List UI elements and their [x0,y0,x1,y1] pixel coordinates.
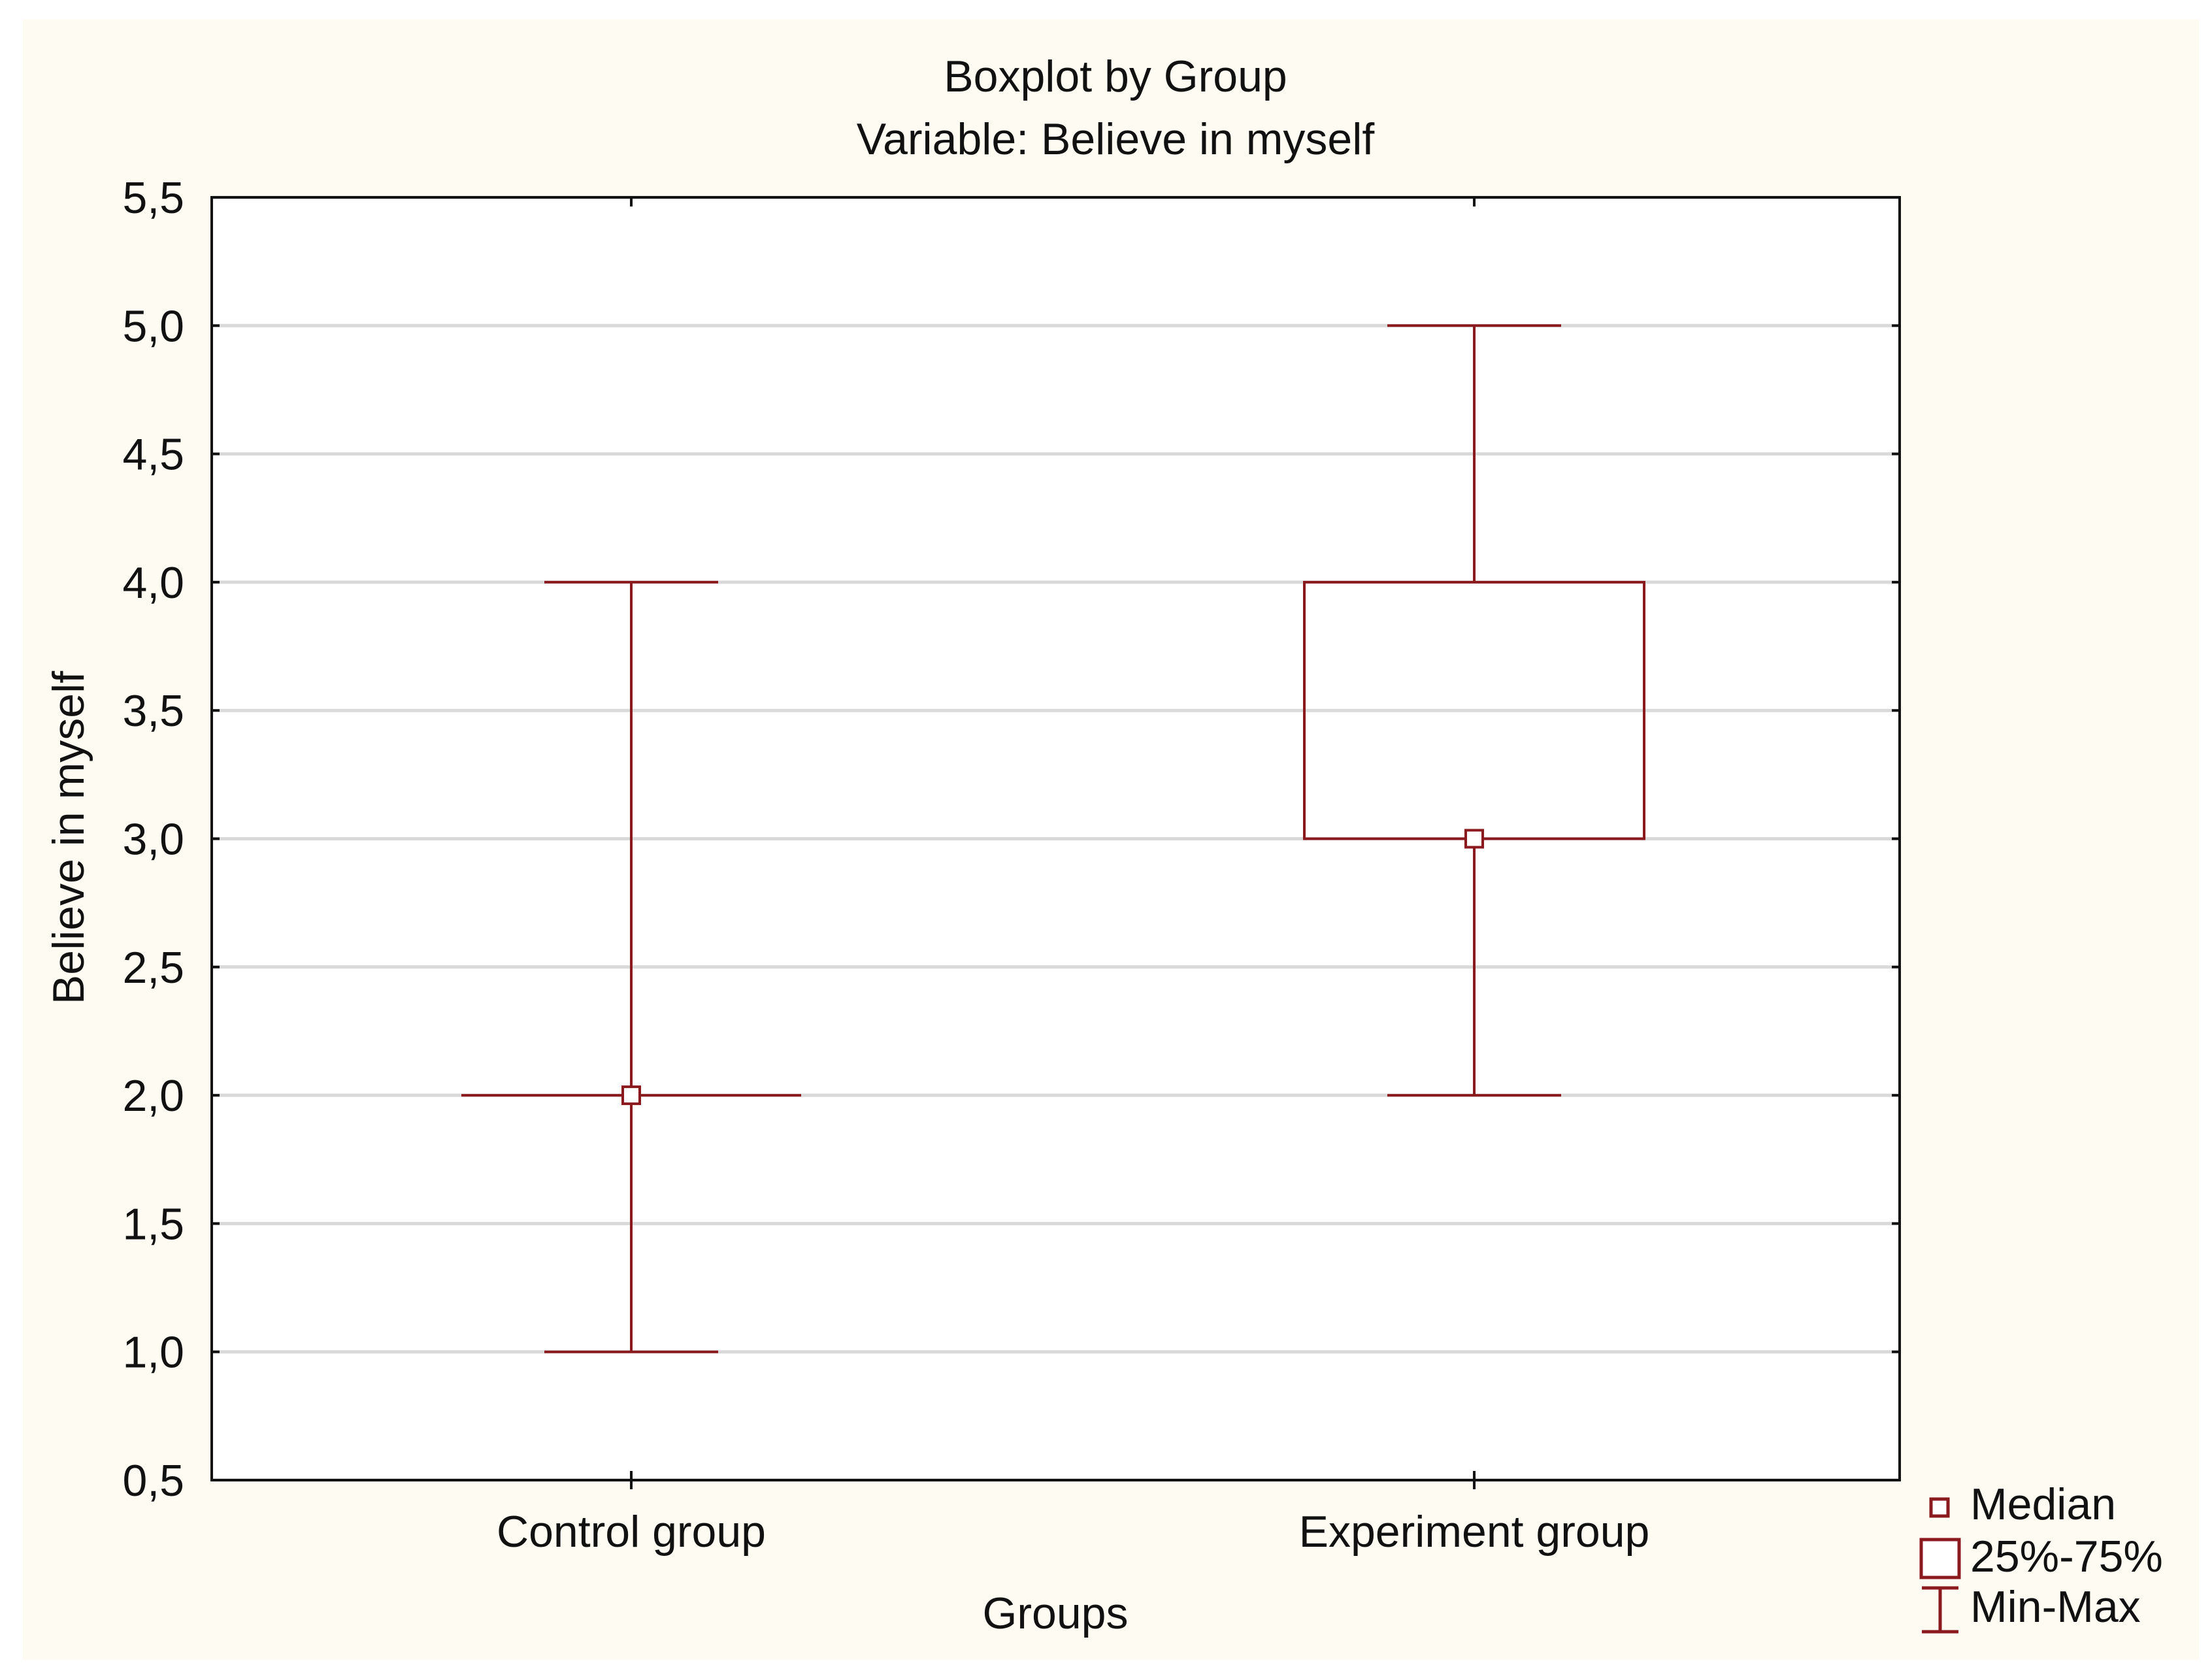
chart-subtitle: Variable: Believe in myself [857,114,1375,164]
legend: Median 25%-75% Min-Max [1919,1479,2163,1634]
legend-item-box: 25%-75% [1919,1532,2163,1581]
legend-item-whisker: Min-Max [1922,1582,2141,1634]
y-tick-label: 2,5 [122,943,184,993]
legend-median-marker [1929,1497,1950,1518]
y-tick-label: 5,0 [122,301,184,351]
x-tick-labels: Control group Experiment group [497,1507,1649,1557]
median-marker [1464,829,1484,849]
legend-whisker-marker [1922,1586,1958,1634]
x-tick-label: Experiment group [1299,1507,1650,1557]
y-tick-label: 5,5 [122,173,184,223]
legend-median-label: Median [1970,1479,2116,1529]
box-control [461,580,801,1353]
y-tick-label: 2,0 [122,1071,184,1121]
median-marker [621,1085,641,1106]
legend-box-marker [1919,1538,1961,1579]
x-axis-title: Groups [983,1589,1129,1638]
y-tick-label: 3,5 [122,686,184,736]
y-tick-label: 0,5 [122,1456,184,1506]
y-tick-label: 4,5 [122,430,184,480]
legend-whisker-label: Min-Max [1970,1582,2141,1632]
box-experiment [1303,324,1645,1097]
y-tick-label: 3,0 [122,815,184,865]
boxplot-series [461,324,1645,1353]
legend-item-median: Median [1929,1479,2116,1529]
axis-ticks [212,196,1900,1489]
y-tick-label: 1,0 [122,1328,184,1378]
chart-title: Boxplot by Group [944,52,1287,101]
x-tick-label: Control group [497,1507,766,1557]
legend-box-label: 25%-75% [1970,1532,2163,1581]
y-tick-label: 1,5 [122,1199,184,1249]
y-tick-label: 4,0 [122,558,184,608]
y-axis-title: Believe in myself [44,671,93,1004]
y-tick-labels: 0,5 1,0 1,5 2,0 2,5 3,0 3,5 4,0 4,5 5,0 5,5 [122,173,184,1506]
